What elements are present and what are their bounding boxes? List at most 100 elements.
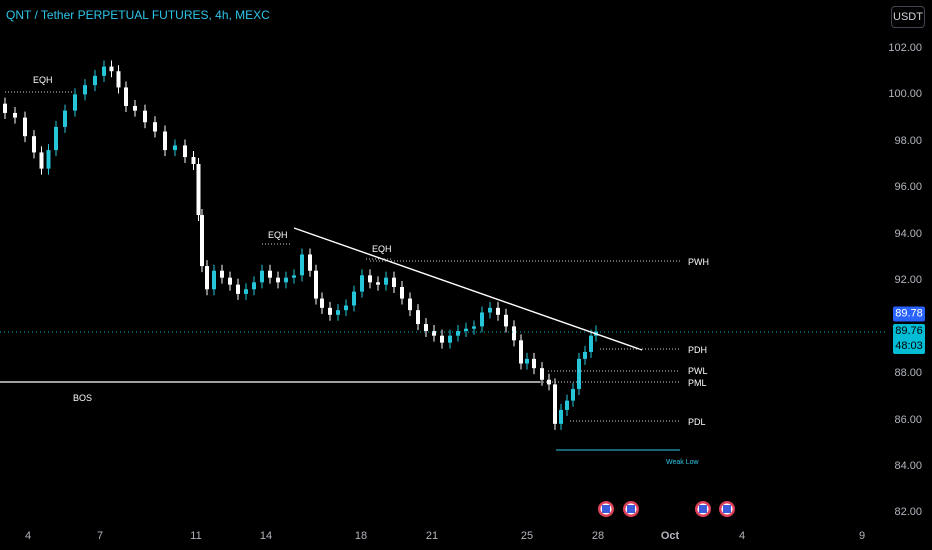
- price-tick: 96.00: [894, 181, 922, 193]
- candle-body: [336, 310, 340, 315]
- candle-body: [200, 215, 204, 267]
- candle-body: [392, 277, 396, 287]
- time-label: 11: [190, 530, 202, 542]
- last-price-tag: 89.78: [893, 306, 925, 322]
- time-label: 7: [96, 530, 104, 542]
- candle-body: [268, 270, 272, 278]
- price-tick: 82.00: [894, 506, 922, 518]
- candle-body: [116, 71, 121, 88]
- price-chart[interactable]: [0, 0, 885, 522]
- pwl-label: PWL: [688, 366, 708, 376]
- us-flag-icon-canton: [627, 505, 635, 513]
- candle-body: [143, 110, 147, 123]
- time-label-month: Oct: [660, 530, 680, 542]
- price-tick: 98.00: [894, 135, 922, 147]
- trend-line: [293, 227, 643, 351]
- candle-body: [308, 254, 312, 271]
- candle-body: [456, 331, 460, 336]
- candle-body: [400, 286, 404, 299]
- current-price-tag: 89.76 48:03: [893, 324, 925, 354]
- chart-canvas[interactable]: QNT / Tether PERPETUAL FUTURES, 4h, MEXC…: [0, 0, 885, 522]
- time-label: 4: [24, 530, 32, 542]
- candle-body: [236, 284, 240, 294]
- candle-body: [220, 270, 224, 278]
- candle-body: [577, 358, 581, 390]
- pdl-label: PDL: [688, 417, 706, 427]
- candle-body: [368, 275, 372, 283]
- time-axis[interactable]: 4 7 11 14 18 21 25 28 Oct 4 9: [0, 522, 885, 550]
- candle-body: [300, 254, 304, 276]
- candle-body: [480, 312, 484, 327]
- price-tick: 88.00: [894, 367, 922, 379]
- candle-body: [553, 384, 557, 424]
- weak-low-label: Weak Low: [666, 459, 699, 466]
- candle-body: [525, 358, 529, 364]
- candle-body: [3, 103, 7, 113]
- currency-button[interactable]: USDT: [891, 6, 925, 28]
- candle-body: [124, 87, 128, 106]
- candle-body: [496, 307, 500, 315]
- candle-body: [408, 298, 412, 311]
- candle-body: [328, 307, 332, 315]
- candle-body: [46, 150, 51, 169]
- candle-body: [54, 126, 58, 151]
- candle-body: [183, 145, 187, 158]
- countdown-timer: 48:03: [895, 340, 923, 352]
- candle-body: [472, 326, 476, 329]
- us-flag-icon-canton: [602, 505, 610, 513]
- candle-body: [360, 275, 364, 292]
- candle-body: [205, 266, 209, 290]
- candle-body: [93, 75, 97, 86]
- eqh-label-1: EQH: [33, 75, 53, 85]
- candle-body: [424, 324, 428, 332]
- candle-body: [191, 157, 196, 164]
- candle-body: [244, 289, 248, 294]
- candle-body: [352, 291, 356, 306]
- time-label: 25: [520, 530, 534, 542]
- candle-body: [432, 331, 436, 336]
- us-flag-icon-canton: [699, 505, 707, 513]
- candle-body: [63, 110, 67, 127]
- time-label: 18: [354, 530, 368, 542]
- candle-body: [504, 314, 508, 327]
- candle-body: [519, 340, 523, 364]
- time-label: 4: [738, 530, 746, 542]
- candle-body: [260, 270, 264, 283]
- candle-body: [571, 389, 575, 401]
- price-tick: 84.00: [894, 460, 922, 472]
- pml-label: PML: [688, 378, 707, 388]
- candle-body: [83, 85, 87, 95]
- price-axis[interactable]: 102.00 100.00 98.00 96.00 94.00 92.00 88…: [885, 0, 932, 522]
- candle-body: [589, 335, 593, 352]
- candle-body: [284, 277, 288, 283]
- candle-body: [559, 409, 563, 424]
- candle-body: [212, 270, 216, 290]
- candle-body: [532, 358, 536, 369]
- symbol-title[interactable]: QNT / Tether PERPETUAL FUTURES, 4h, MEXC: [6, 8, 270, 22]
- current-price-value: 89.76: [895, 325, 923, 337]
- candle-body: [163, 131, 167, 151]
- candle-body: [13, 112, 17, 118]
- candle-body: [292, 275, 296, 278]
- pwh-label: PWH: [688, 257, 709, 267]
- candle-body: [583, 351, 587, 359]
- price-tick: 86.00: [894, 414, 922, 426]
- time-label: 28: [591, 530, 605, 542]
- candle-body: [276, 277, 280, 283]
- candle-body: [196, 164, 201, 216]
- candle-body: [228, 277, 232, 285]
- price-tick: 92.00: [894, 274, 922, 286]
- candle-body: [32, 136, 36, 153]
- eqh-label-2: EQH: [268, 230, 288, 240]
- candle-body: [320, 298, 324, 308]
- price-tick: 100.00: [888, 88, 922, 100]
- candle-body: [448, 335, 452, 343]
- candle-body: [512, 326, 516, 341]
- candle-body: [173, 145, 177, 151]
- candle-body: [73, 94, 77, 111]
- candle-body: [102, 66, 106, 76]
- eqh-label-3: EQH: [372, 244, 392, 254]
- time-label: 14: [259, 530, 273, 542]
- candle-body: [376, 282, 380, 285]
- candle-body: [252, 282, 256, 290]
